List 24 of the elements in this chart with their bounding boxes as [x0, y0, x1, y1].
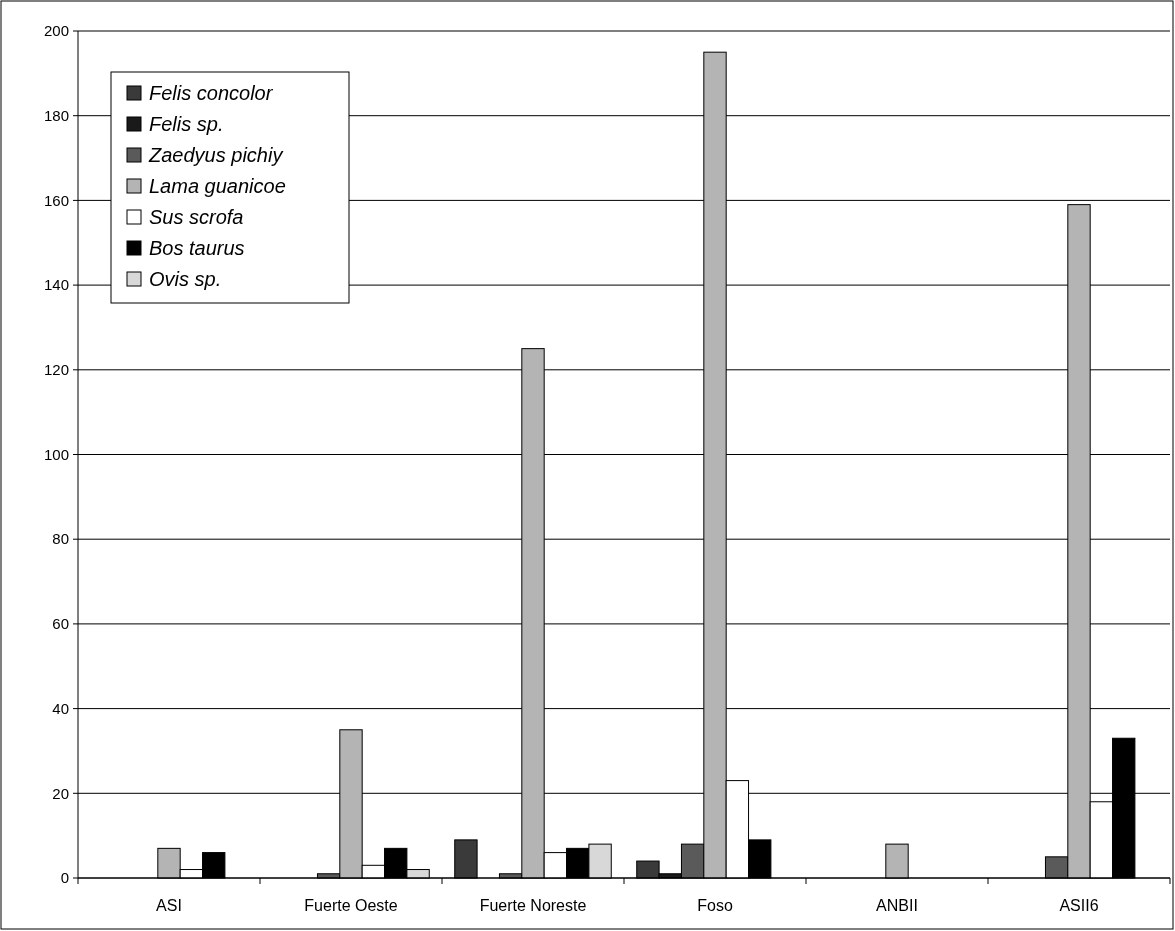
y-tick-label: 140: [43, 276, 69, 294]
y-tick-label: 120: [43, 361, 69, 379]
legend-label: Bos taurus: [149, 237, 245, 259]
legend-label: Lama guanicoe: [149, 175, 286, 197]
legend-label: Sus scrofa: [149, 206, 244, 228]
y-tick-label: 200: [43, 22, 69, 40]
y-tick-label: 60: [52, 615, 69, 633]
y-tick-label: 180: [43, 106, 69, 124]
legend-label: Ovis sp.: [149, 268, 222, 290]
legend-label: Felis concolor: [149, 82, 274, 104]
x-tick-label: Foso: [697, 897, 733, 914]
x-tick-label: Fuerte Oeste: [304, 897, 398, 914]
y-tick-label: 0: [60, 869, 69, 887]
legend-label: Felis sp.: [149, 113, 224, 135]
legend-label: Zaedyus pichiy: [148, 144, 284, 166]
y-tick-label: 80: [52, 530, 69, 548]
x-tick-label: Fuerte Noreste: [479, 897, 587, 914]
x-tick-label: ASII6: [1059, 897, 1099, 914]
y-tick-label: 160: [43, 191, 69, 209]
y-tick-label: 40: [52, 699, 69, 717]
x-tick-label: ASI: [156, 897, 182, 914]
x-tick-label: ANBII: [876, 897, 918, 914]
y-tick-label: 20: [52, 784, 69, 802]
y-tick-label: 100: [43, 445, 69, 463]
